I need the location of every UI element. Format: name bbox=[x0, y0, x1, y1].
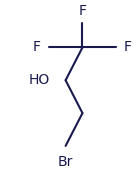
Text: HO: HO bbox=[29, 73, 50, 87]
Text: F: F bbox=[33, 40, 41, 54]
Text: Br: Br bbox=[58, 155, 73, 169]
Text: F: F bbox=[79, 4, 86, 18]
Text: F: F bbox=[124, 40, 132, 54]
